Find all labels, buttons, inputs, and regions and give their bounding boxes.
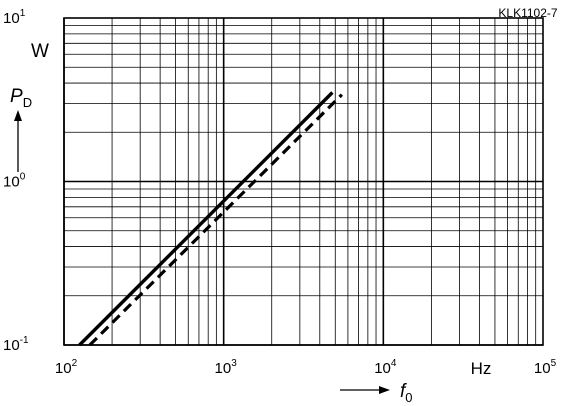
x-axis-label: f0	[400, 381, 413, 405]
series-layer	[78, 91, 344, 347]
x-tick-base: 10	[215, 360, 232, 377]
x-tick-base: 10	[374, 360, 391, 377]
y-tick-base: 10	[3, 174, 20, 191]
x-unit: Hz	[471, 359, 492, 378]
y-tick-exponent: 1	[20, 8, 26, 19]
y-tick-exponent: -1	[20, 335, 29, 346]
x-tick-exponent: 5	[551, 358, 557, 369]
figure-id: KLK1102-7	[498, 6, 557, 20]
x-axis-symbol: f	[400, 381, 407, 402]
x-tick-label: 102	[55, 358, 78, 377]
x-tick-labels: 102 103 104 105	[55, 358, 557, 377]
y-tick-base: 10	[3, 337, 20, 354]
y-tick-label: 101	[3, 8, 26, 27]
series-dashed-line	[88, 93, 344, 347]
x-tick-base: 10	[55, 360, 72, 377]
x-tick-label: 105	[534, 358, 557, 377]
x-tick-label: 104	[374, 358, 397, 377]
y-axis-arrow-icon	[14, 110, 22, 172]
series-solid-line	[78, 91, 334, 347]
y-tick-label: 100	[3, 172, 26, 191]
plot-frame	[63, 17, 544, 346]
x-tick-exponent: 3	[231, 358, 237, 369]
y-tick-label: 10-1	[3, 335, 29, 354]
x-axis-subscript: 0	[405, 390, 412, 405]
x-tick-base: 10	[534, 360, 551, 377]
x-tick-exponent: 2	[72, 358, 78, 369]
x-tick-exponent: 4	[391, 358, 397, 369]
x-tick-label: 103	[215, 358, 238, 377]
y-tick-exponent: 0	[20, 172, 26, 183]
y-axis-subscript: D	[23, 95, 32, 110]
y-axis-symbol: P	[10, 86, 23, 107]
x-axis-arrow-icon	[340, 386, 390, 394]
y-tick-base: 10	[3, 10, 20, 27]
y-unit: W	[31, 41, 49, 62]
y-axis-label: PD	[10, 86, 32, 110]
